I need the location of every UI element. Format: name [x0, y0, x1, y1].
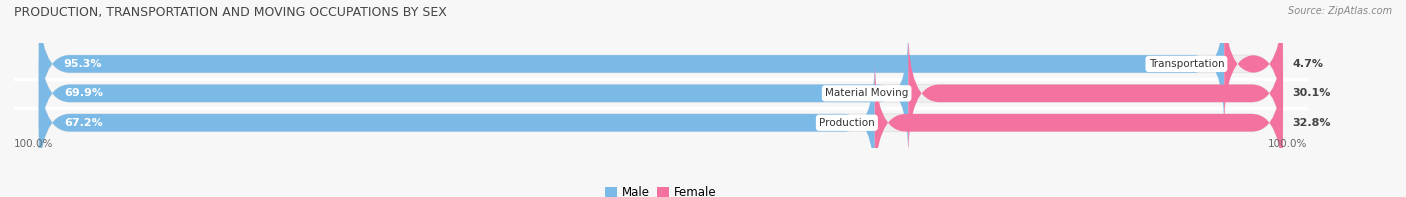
FancyBboxPatch shape	[39, 0, 1225, 129]
Text: Production: Production	[820, 118, 875, 128]
Text: 100.0%: 100.0%	[1268, 139, 1308, 149]
Text: 69.9%: 69.9%	[63, 88, 103, 98]
Text: 32.8%: 32.8%	[1292, 118, 1331, 128]
Text: Material Moving: Material Moving	[825, 88, 908, 98]
FancyBboxPatch shape	[1225, 0, 1282, 129]
Text: 4.7%: 4.7%	[1292, 59, 1323, 69]
Text: Transportation: Transportation	[1149, 59, 1225, 69]
Text: 95.3%: 95.3%	[63, 59, 103, 69]
FancyBboxPatch shape	[39, 29, 1282, 158]
FancyBboxPatch shape	[39, 58, 1282, 188]
FancyBboxPatch shape	[39, 58, 875, 188]
Text: Source: ZipAtlas.com: Source: ZipAtlas.com	[1288, 6, 1392, 16]
FancyBboxPatch shape	[39, 0, 1282, 129]
Text: 30.1%: 30.1%	[1292, 88, 1331, 98]
Text: PRODUCTION, TRANSPORTATION AND MOVING OCCUPATIONS BY SEX: PRODUCTION, TRANSPORTATION AND MOVING OC…	[14, 6, 447, 19]
Text: 100.0%: 100.0%	[14, 139, 53, 149]
Text: 67.2%: 67.2%	[63, 118, 103, 128]
FancyBboxPatch shape	[908, 29, 1282, 158]
Legend: Male, Female: Male, Female	[606, 186, 716, 197]
FancyBboxPatch shape	[875, 58, 1282, 188]
FancyBboxPatch shape	[39, 29, 908, 158]
